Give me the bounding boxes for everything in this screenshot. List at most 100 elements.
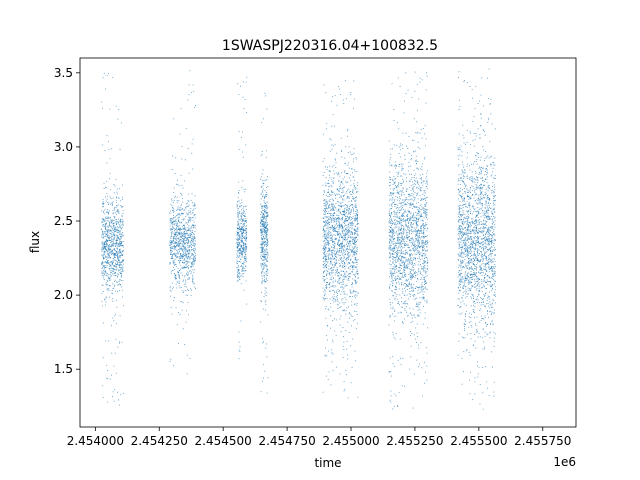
scatter-point <box>328 258 330 260</box>
scatter-point <box>260 254 262 256</box>
scatter-point <box>328 191 330 193</box>
scatter-point <box>418 286 420 288</box>
scatter-point <box>109 216 111 218</box>
scatter-point <box>335 197 336 199</box>
scatter-point <box>122 296 123 298</box>
scatter-point <box>347 173 349 175</box>
scatter-point <box>266 238 268 240</box>
scatter-point <box>394 259 396 261</box>
scatter-point <box>353 253 354 255</box>
scatter-point <box>243 252 245 254</box>
scatter-point <box>427 183 428 185</box>
scatter-point <box>107 284 108 286</box>
scatter-point <box>112 300 114 302</box>
scatter-point <box>116 191 118 193</box>
scatter-point <box>193 225 195 227</box>
scatter-point <box>390 245 392 247</box>
scatter-point <box>103 225 105 227</box>
scatter-point <box>106 240 108 242</box>
scatter-point <box>346 257 348 259</box>
scatter-point <box>119 241 121 243</box>
scatter-point <box>242 241 244 243</box>
scatter-point <box>264 197 266 198</box>
scatter-point <box>246 240 247 242</box>
scatter-point <box>339 225 341 226</box>
scatter-point <box>349 296 351 298</box>
scatter-point <box>188 242 189 244</box>
scatter-point <box>352 255 354 257</box>
scatter-point <box>341 254 343 256</box>
scatter-point <box>192 269 194 271</box>
scatter-point <box>191 225 193 227</box>
scatter-point <box>409 281 411 283</box>
scatter-point <box>113 259 115 261</box>
scatter-point <box>347 164 349 166</box>
scatter-point <box>418 268 420 270</box>
scatter-point <box>109 233 111 235</box>
scatter-point <box>337 225 338 227</box>
scatter-point <box>408 239 410 241</box>
scatter-point <box>261 205 263 207</box>
scatter-point <box>389 215 391 216</box>
scatter-point <box>353 192 355 194</box>
scatter-point <box>240 230 241 232</box>
scatter-point <box>260 217 262 219</box>
scatter-point <box>192 254 194 256</box>
scatter-point <box>324 216 326 218</box>
scatter-point <box>103 206 105 208</box>
scatter-point <box>112 298 113 300</box>
scatter-point <box>334 255 336 257</box>
scatter-point <box>337 243 339 245</box>
scatter-point <box>119 242 121 244</box>
scatter-point <box>114 185 116 187</box>
scatter-point <box>194 258 196 259</box>
scatter-point <box>408 203 410 205</box>
scatter-point <box>418 242 420 244</box>
scatter-point <box>112 243 114 244</box>
scatter-point <box>355 282 357 284</box>
scatter-point <box>238 256 240 258</box>
scatter-point <box>192 241 194 243</box>
scatter-point <box>409 275 411 277</box>
scatter-point <box>178 220 180 222</box>
scatter-point <box>338 202 340 204</box>
scatter-point <box>346 205 348 207</box>
scatter-point <box>189 251 191 252</box>
scatter-point <box>241 220 243 222</box>
scatter-point <box>390 246 391 248</box>
scatter-point <box>350 292 352 294</box>
scatter-point <box>245 218 247 219</box>
scatter-point <box>241 237 243 239</box>
scatter-point <box>171 234 172 236</box>
scatter-point <box>183 237 185 239</box>
scatter-point <box>323 205 325 207</box>
scatter-point <box>243 270 245 272</box>
scatter-point <box>339 257 341 259</box>
scatter-point <box>182 233 183 235</box>
scatter-point <box>418 230 420 232</box>
scatter-point <box>342 266 344 268</box>
scatter-point <box>184 250 186 252</box>
scatter-point <box>185 321 187 323</box>
scatter-point <box>183 266 185 268</box>
scatter-point <box>109 252 111 254</box>
scatter-point <box>346 348 348 350</box>
scatter-point <box>352 191 353 193</box>
scatter-point <box>341 223 343 225</box>
scatter-point <box>193 236 195 238</box>
scatter-point <box>101 284 103 286</box>
scatter-point <box>184 266 186 268</box>
scatter-point <box>342 345 344 347</box>
scatter-point <box>116 256 118 258</box>
scatter-point <box>356 171 358 173</box>
scatter-point <box>194 259 196 261</box>
scatter-point <box>115 105 117 107</box>
scatter-point <box>261 244 263 246</box>
scatter-point <box>175 221 177 222</box>
scatter-point <box>185 264 187 266</box>
scatter-point <box>184 229 186 231</box>
scatter-point <box>122 267 124 269</box>
scatter-point <box>106 288 108 290</box>
scatter-point <box>348 237 350 239</box>
scatter-point <box>264 243 266 245</box>
